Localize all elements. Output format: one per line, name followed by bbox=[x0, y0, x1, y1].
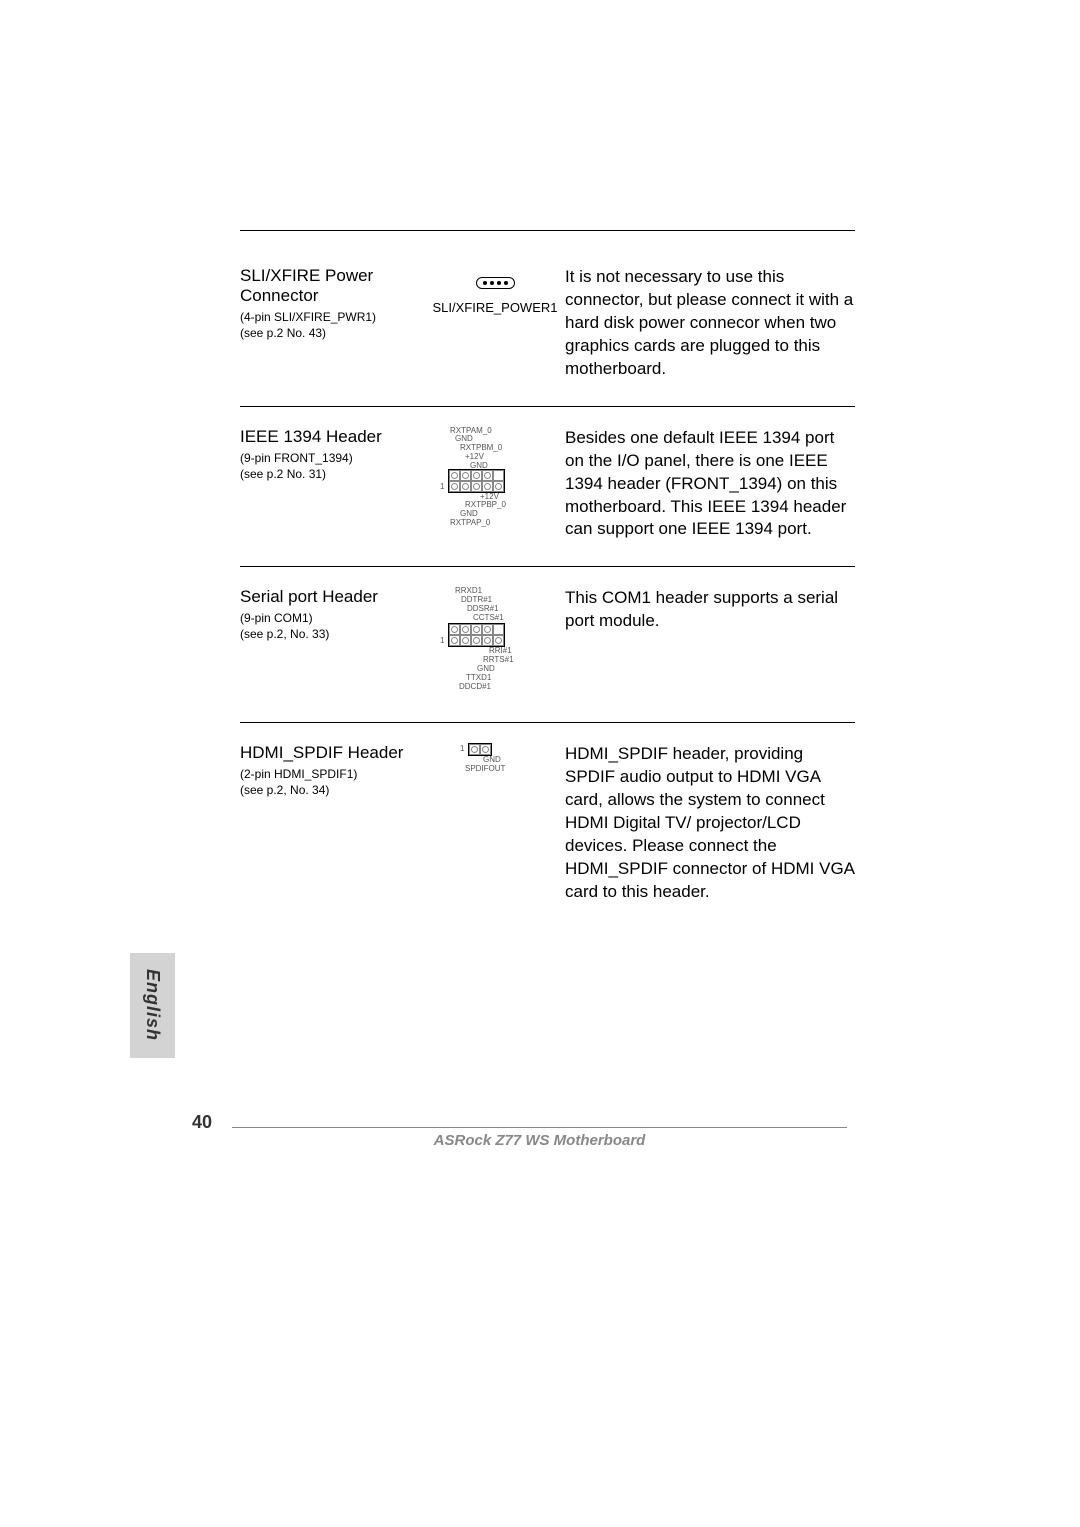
section-sub2: (see p.2 No. 43) bbox=[240, 326, 435, 340]
mid-col: SLI/XFIRE_POWER1 bbox=[435, 266, 555, 381]
section-ieee1394: IEEE 1394 Header (9-pin FRONT_1394) (see… bbox=[240, 427, 855, 542]
left-col: SLI/XFIRE Power Connector (4-pin SLI/XFI… bbox=[240, 266, 435, 381]
divider bbox=[240, 406, 855, 407]
pin-grid-icon bbox=[448, 469, 505, 493]
pin-label: DDCD#1 bbox=[459, 683, 514, 692]
mid-col: RRXD1 DDTR#1 DDSR#1 CCTS#1 bbox=[435, 587, 555, 697]
section-desc: This COM1 header supports a serial port … bbox=[565, 587, 855, 633]
section-slixfire: SLI/XFIRE Power Connector (4-pin SLI/XFI… bbox=[240, 266, 855, 381]
right-col: This COM1 header supports a serial port … bbox=[555, 587, 855, 697]
top-divider bbox=[240, 230, 855, 231]
pin1-marker: 1 bbox=[440, 483, 444, 492]
section-title: SLI/XFIRE Power Connector bbox=[240, 266, 435, 306]
footer-divider bbox=[232, 1127, 847, 1128]
section-desc: HDMI_SPDIF header, providing SPDIF audio… bbox=[565, 743, 855, 904]
diagram-label: SLI/XFIRE_POWER1 bbox=[433, 300, 558, 315]
section-sub1: (4-pin SLI/XFIRE_PWR1) bbox=[240, 310, 435, 324]
section-desc: It is not necessary to use this connecto… bbox=[565, 266, 855, 381]
mid-col: 1 GND SPDIFOUT bbox=[435, 743, 555, 904]
pin-label: SPDIFOUT bbox=[465, 765, 505, 774]
serial-header-icon: RRXD1 DDTR#1 DDSR#1 CCTS#1 bbox=[440, 587, 550, 697]
section-title: IEEE 1394 Header bbox=[240, 427, 435, 447]
mid-col: RXTPAM_0 GND RXTPBM_0 +12V GND bbox=[435, 427, 555, 542]
pin1-marker: 1 bbox=[460, 745, 464, 754]
pin1-marker: 1 bbox=[440, 637, 444, 646]
right-col: It is not necessary to use this connecto… bbox=[555, 266, 855, 381]
right-col: Besides one default IEEE 1394 port on th… bbox=[555, 427, 855, 542]
left-col: HDMI_SPDIF Header (2-pin HDMI_SPDIF1) (s… bbox=[240, 743, 435, 904]
language-label: English bbox=[142, 969, 163, 1041]
slixfire-connector-icon bbox=[476, 272, 515, 290]
hdmi-spdif-header-icon: 1 GND SPDIFOUT bbox=[460, 743, 530, 783]
pin-label: CCTS#1 bbox=[473, 614, 504, 623]
left-col: Serial port Header (9-pin COM1) (see p.2… bbox=[240, 587, 435, 697]
left-col: IEEE 1394 Header (9-pin FRONT_1394) (see… bbox=[240, 427, 435, 542]
section-desc: Besides one default IEEE 1394 port on th… bbox=[565, 427, 855, 542]
pin-label: RXTPAP_0 bbox=[450, 519, 506, 528]
section-sub2: (see p.2, No. 33) bbox=[240, 627, 435, 641]
section-sub1: (9-pin FRONT_1394) bbox=[240, 451, 435, 465]
section-sub1: (2-pin HDMI_SPDIF1) bbox=[240, 767, 435, 781]
section-sub1: (9-pin COM1) bbox=[240, 611, 435, 625]
section-title: Serial port Header bbox=[240, 587, 435, 607]
section-title: HDMI_SPDIF Header bbox=[240, 743, 435, 763]
page-number: 40 bbox=[192, 1112, 212, 1133]
footer-text: ASRock Z77 WS Motherboard bbox=[434, 1132, 646, 1149]
pin-grid-icon bbox=[448, 623, 505, 647]
page-content: SLI/XFIRE Power Connector (4-pin SLI/XFI… bbox=[240, 230, 855, 929]
divider bbox=[240, 566, 855, 567]
ieee1394-header-icon: RXTPAM_0 GND RXTPBM_0 +12V GND bbox=[440, 427, 550, 527]
section-serial: Serial port Header (9-pin COM1) (see p.2… bbox=[240, 587, 855, 697]
footer: 40 ASRock Z77 WS Motherboard bbox=[192, 1112, 847, 1149]
right-col: HDMI_SPDIF header, providing SPDIF audio… bbox=[555, 743, 855, 904]
section-hdmi-spdif: HDMI_SPDIF Header (2-pin HDMI_SPDIF1) (s… bbox=[240, 743, 855, 904]
section-sub2: (see p.2, No. 34) bbox=[240, 783, 435, 797]
footer-line: ASRock Z77 WS Motherboard bbox=[232, 1127, 847, 1149]
divider bbox=[240, 722, 855, 723]
section-sub2: (see p.2 No. 31) bbox=[240, 467, 435, 481]
language-tab: English bbox=[130, 953, 175, 1058]
